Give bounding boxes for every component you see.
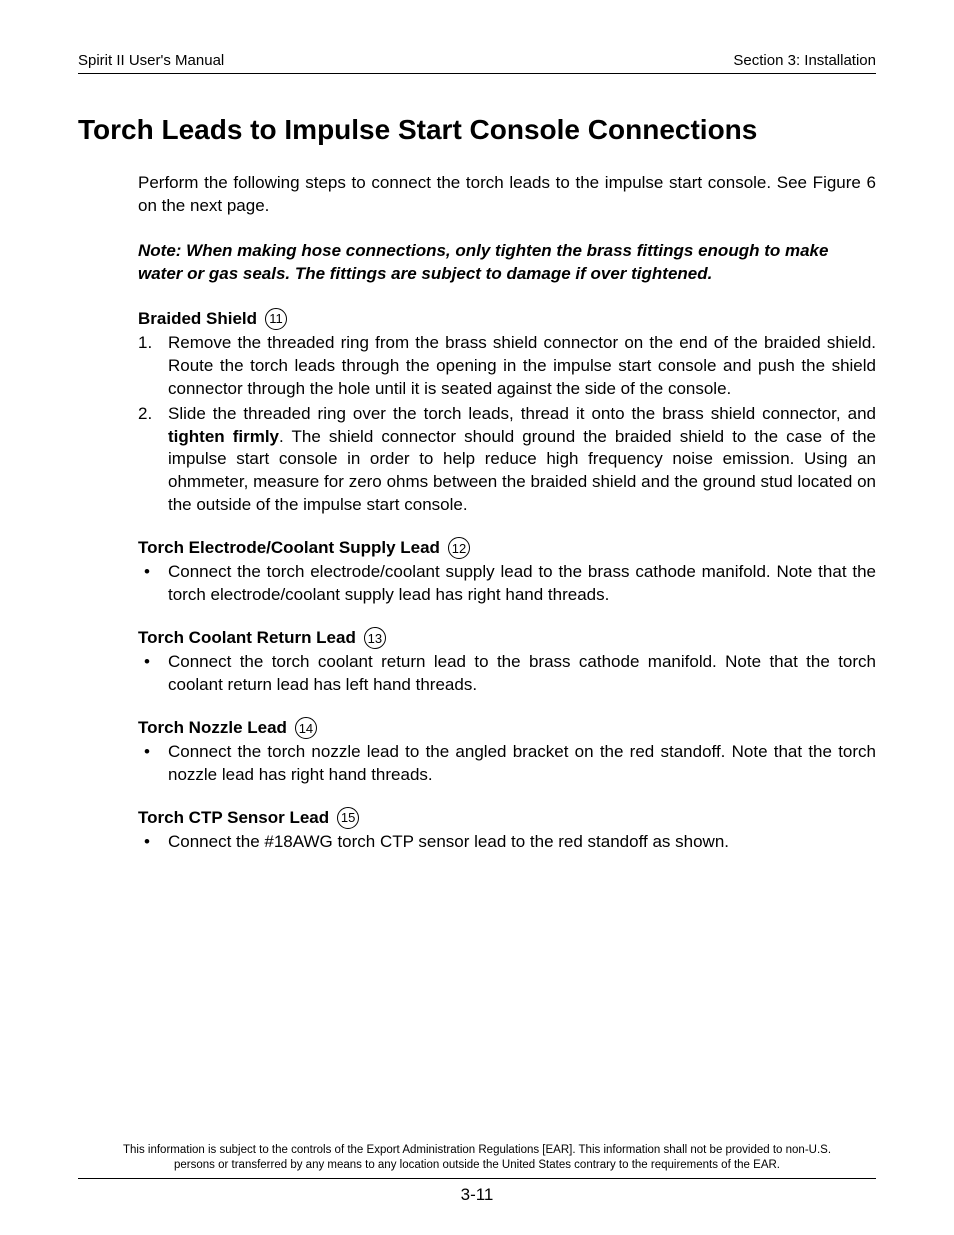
braided-shield-list: 1. Remove the threaded ring from the bra… (138, 332, 876, 518)
header-left: Spirit II User's Manual (78, 52, 224, 69)
badge-icon: 15 (337, 807, 359, 829)
coolant-list: Connect the torch coolant return lead to… (138, 651, 876, 697)
note-paragraph: Note: When making hose connections, only… (138, 240, 876, 286)
badge-icon: 11 (265, 308, 287, 330)
list-text-pre: Slide the threaded ring over the torch l… (168, 404, 876, 423)
intro-paragraph: Perform the following steps to connect t… (138, 172, 876, 218)
footer-text: This information is subject to the contr… (78, 1143, 876, 1179)
page-footer: This information is subject to the contr… (78, 1143, 876, 1205)
electrode-heading: Torch Electrode/Coolant Supply Lead 12 (138, 537, 876, 559)
page-header: Spirit II User's Manual Section 3: Insta… (78, 52, 876, 74)
heading-text: Torch Electrode/Coolant Supply Lead (138, 538, 440, 558)
heading-text: Torch Coolant Return Lead (138, 628, 356, 648)
list-item: Connect the torch electrode/coolant supp… (138, 561, 876, 607)
page-title: Torch Leads to Impulse Start Console Con… (78, 114, 876, 146)
ctp-heading: Torch CTP Sensor Lead 15 (138, 807, 876, 829)
list-marker: 1. (138, 332, 152, 355)
badge-icon: 14 (295, 717, 317, 739)
nozzle-heading: Torch Nozzle Lead 14 (138, 717, 876, 739)
list-item: 2. Slide the threaded ring over the torc… (138, 403, 876, 518)
list-item: 1. Remove the threaded ring from the bra… (138, 332, 876, 401)
list-item: Connect the torch nozzle lead to the ang… (138, 741, 876, 787)
content-body: Perform the following steps to connect t… (78, 172, 876, 854)
list-item: Connect the #18AWG torch CTP sensor lead… (138, 831, 876, 854)
page-number: 3-11 (78, 1185, 876, 1205)
list-marker: 2. (138, 403, 152, 426)
electrode-list: Connect the torch electrode/coolant supp… (138, 561, 876, 607)
heading-text: Torch Nozzle Lead (138, 718, 287, 738)
list-text-bold: tighten firmly (168, 427, 279, 446)
ctp-list: Connect the #18AWG torch CTP sensor lead… (138, 831, 876, 854)
braided-shield-heading: Braided Shield 11 (138, 308, 876, 330)
heading-text: Torch CTP Sensor Lead (138, 808, 329, 828)
list-text: Remove the threaded ring from the brass … (168, 333, 876, 398)
coolant-heading: Torch Coolant Return Lead 13 (138, 627, 876, 649)
header-right: Section 3: Installation (733, 52, 876, 69)
badge-icon: 12 (448, 537, 470, 559)
badge-icon: 13 (364, 627, 386, 649)
list-item: Connect the torch coolant return lead to… (138, 651, 876, 697)
heading-text: Braided Shield (138, 309, 257, 329)
nozzle-list: Connect the torch nozzle lead to the ang… (138, 741, 876, 787)
